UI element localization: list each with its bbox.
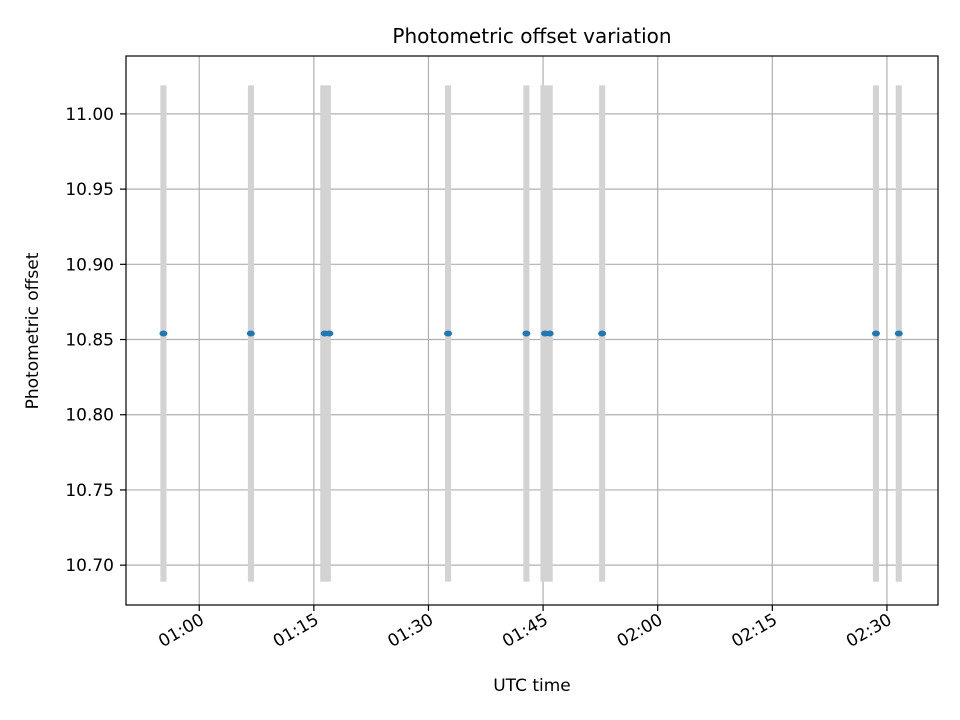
- data-point: [159, 330, 168, 337]
- y-tick-label: 10.95: [65, 180, 114, 200]
- data-point: [598, 330, 607, 337]
- data-point: [325, 330, 334, 337]
- y-tick-label: 10.85: [65, 331, 114, 351]
- grid: [126, 56, 938, 605]
- chart-title: Photometric offset variation: [392, 24, 671, 48]
- data-point: [894, 330, 903, 337]
- y-axis-label: Photometric offset: [23, 252, 43, 409]
- data-point: [246, 330, 255, 337]
- data-point: [871, 330, 880, 337]
- x-axis-label: UTC time: [493, 676, 571, 696]
- data-points: [159, 330, 903, 337]
- data-point: [522, 330, 531, 337]
- y-tick-label: 10.70: [65, 556, 114, 576]
- y-tick-label: 10.75: [65, 481, 114, 501]
- y-tick-label: 11.00: [65, 105, 114, 125]
- plot-area-frame: [125, 55, 939, 606]
- data-point: [444, 330, 453, 337]
- data-point: [545, 330, 554, 337]
- y-tick-label: 10.80: [65, 406, 114, 426]
- y-tick-label: 10.90: [65, 255, 114, 275]
